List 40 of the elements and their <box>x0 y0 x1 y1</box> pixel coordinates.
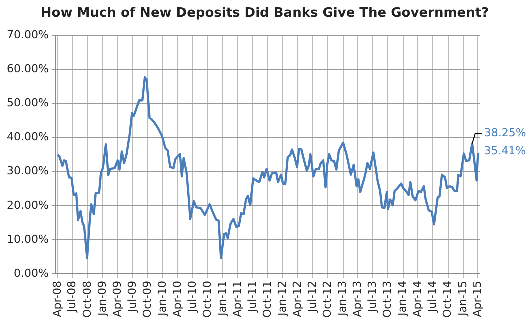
x-tick-label: Apr-09 <box>110 281 124 318</box>
x-tick-label: Jan-13 <box>336 281 350 317</box>
x-tick-label: Oct-09 <box>140 281 154 318</box>
x-tick-label: Apr-08 <box>50 281 64 318</box>
x-tick-label: Apr-12 <box>291 281 304 318</box>
x-tick-label: Apr-14 <box>411 281 424 318</box>
chart-title: How Much of New Deposits Did Banks Give The Government? <box>40 5 490 23</box>
x-tick-label: Jul-14 <box>426 281 439 314</box>
x-tick-label: Oct-11 <box>260 281 274 318</box>
y-tick-label: 60.00% <box>6 62 49 76</box>
y-tick-label: 10.00% <box>6 232 49 246</box>
x-tick-label: Apr-13 <box>351 281 364 318</box>
y-tick-label: 20.00% <box>6 198 49 212</box>
x-tick-label: Jan-15 <box>456 281 470 317</box>
x-tick-label: Oct-14 <box>441 281 454 318</box>
x-tick-label: Apr-15 <box>471 281 484 318</box>
x-tick-label: Apr-11 <box>230 281 244 318</box>
x-tick-label: Oct-13 <box>381 281 394 318</box>
x-tick-label: Jul-09 <box>126 281 139 314</box>
x-tick-label: Oct-08 <box>80 281 94 318</box>
x-tick-label: Oct-10 <box>200 281 214 318</box>
x-tick-label: Jul-08 <box>66 281 79 314</box>
y-tick-label: 70.00% <box>6 28 49 42</box>
x-tick-label: Jan-10 <box>156 281 170 317</box>
x-tick-label: Jul-11 <box>246 281 259 314</box>
y-tick-label: 50.00% <box>6 96 49 110</box>
x-tick-label: Jul-12 <box>306 281 319 314</box>
x-tick-label: Jul-13 <box>366 281 379 314</box>
x-tick-label: Jul-10 <box>186 281 199 314</box>
y-tick-label: 40.00% <box>6 130 49 144</box>
x-tick-label: Apr-10 <box>170 281 184 318</box>
y-tick-label: 0.00% <box>14 266 49 280</box>
x-tick-label: Jan-12 <box>276 281 290 317</box>
data-label: 35.41% <box>484 144 526 158</box>
y-tick-label: 30.00% <box>6 164 49 178</box>
x-tick-label: Jan-11 <box>216 281 230 317</box>
x-tick-label: Jan-09 <box>96 281 109 317</box>
data-label: 38.25% <box>484 126 526 140</box>
x-tick-label: Jan-14 <box>396 281 410 317</box>
x-tick-label: Oct-12 <box>321 281 334 318</box>
